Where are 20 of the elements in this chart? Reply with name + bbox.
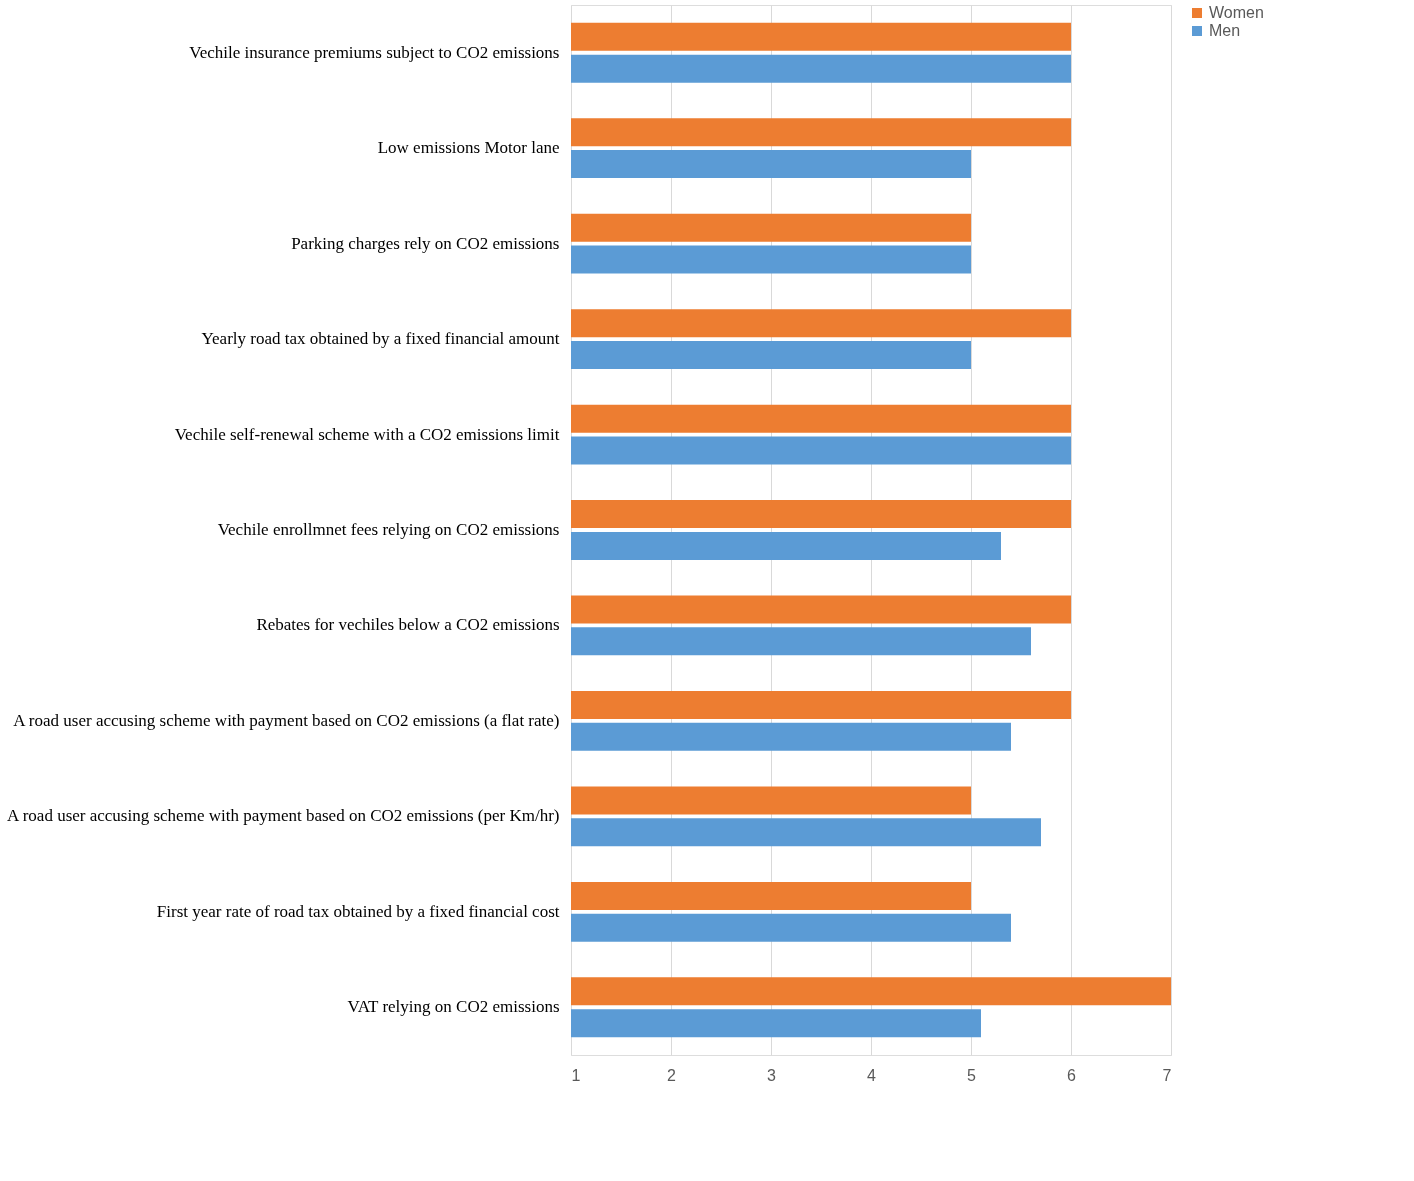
legend-label: Men — [1209, 22, 1241, 39]
y-tick-label: A road user accusing scheme with payment based on CO2 emissions (per Km/hr) — [7, 806, 560, 826]
y-tick-label: Parking charges rely on CO2 emissions — [291, 233, 560, 253]
x-tick-label: 5 — [967, 1066, 977, 1084]
y-tick-label: Vechile self-renewal scheme with a CO2 emissions limit — [174, 424, 560, 444]
x-tick-label: 6 — [1067, 1066, 1077, 1084]
y-tick-label: First year rate of road tax obtained by a fixed financial cost — [156, 901, 560, 921]
x-tick-label: 7 — [1162, 1066, 1172, 1084]
y-tick-label: Low emissions Motor lane — [377, 138, 560, 158]
y-tick-label: Rebates for vechiles below a CO2 emissions — [256, 615, 560, 635]
x-tick-label: 2 — [667, 1066, 677, 1084]
x-tick-label: 1 — [571, 1066, 581, 1084]
y-tick-label: Yearly road tax obtained by a fixed financial amount — [201, 329, 560, 349]
x-tick-label: 3 — [767, 1066, 777, 1084]
legend-label: Women — [1209, 4, 1264, 21]
x-tick-label: 4 — [867, 1066, 877, 1084]
y-tick-label: VAT relying on CO2 emissions — [347, 997, 560, 1017]
y-tick-label: Vechile insurance premiums subject to CO2 emissions — [189, 42, 560, 62]
y-tick-label: A road user accusing scheme with payment based on CO2 emissions (a flat rate) — [13, 710, 560, 730]
y-tick-label: Vechile enrollmnet fees relying on CO2 emissions — [217, 520, 560, 539]
